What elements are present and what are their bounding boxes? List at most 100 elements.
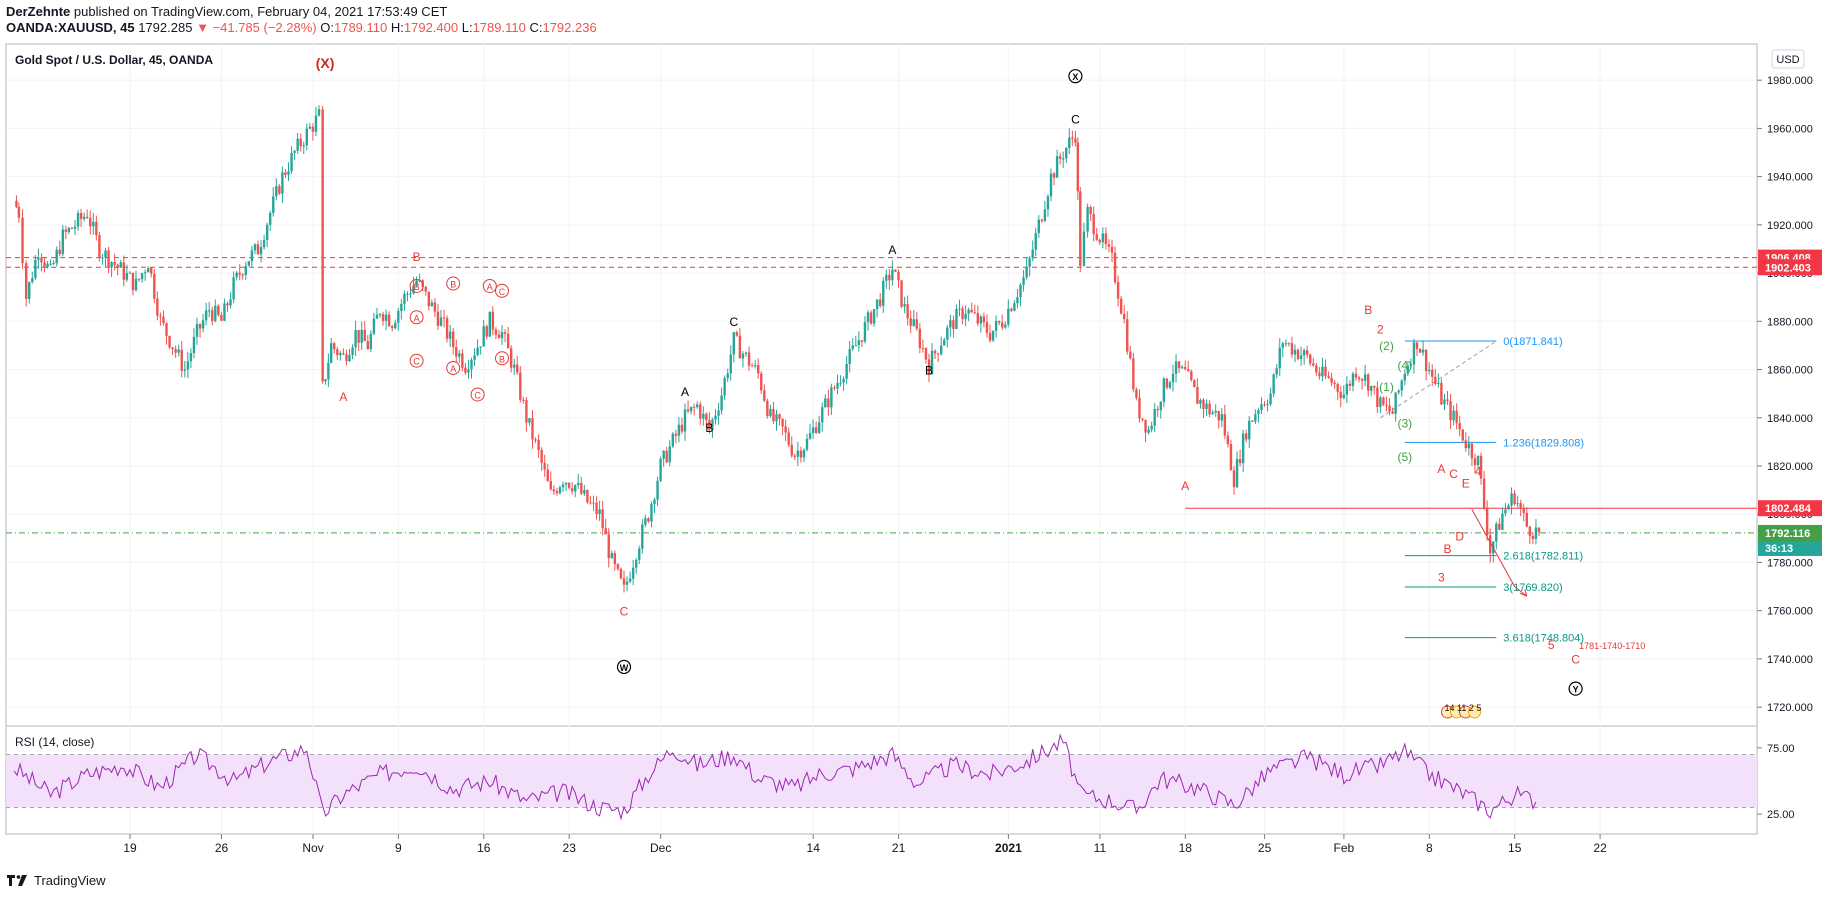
candle (363, 329, 366, 342)
candle (192, 336, 196, 354)
candle (1403, 373, 1406, 381)
wave-label: B (1443, 542, 1451, 556)
candle (1455, 410, 1458, 424)
candle (589, 502, 592, 504)
candle (40, 257, 43, 263)
candle (214, 305, 217, 321)
candle (1190, 371, 1193, 380)
chart-header: DerZehnte published on TradingView.com, … (6, 4, 597, 36)
candle (580, 482, 583, 494)
candle (811, 427, 815, 434)
candle (741, 353, 745, 359)
candle (769, 408, 772, 417)
candle (89, 217, 92, 227)
sub-wave-label: B (450, 280, 456, 290)
candle (168, 336, 171, 348)
candle (204, 310, 208, 321)
candle (903, 304, 906, 307)
candle (1062, 158, 1065, 160)
candle (851, 345, 854, 350)
author-name[interactable]: DerZehnte (6, 4, 71, 19)
candle (665, 450, 668, 463)
x-tick-label: 23 (563, 841, 577, 855)
y-tick-label: 1860.000 (1767, 365, 1813, 377)
candle (1187, 369, 1190, 372)
candle (366, 341, 369, 350)
candle (1476, 455, 1480, 466)
candle (1049, 173, 1053, 197)
candle (1150, 425, 1153, 430)
candle (150, 268, 153, 274)
wave-label: 2 (1377, 322, 1384, 336)
candle (982, 316, 986, 323)
candle (1229, 444, 1233, 471)
candle (726, 373, 729, 379)
candle (101, 257, 104, 259)
wave-circle (616, 659, 632, 675)
brand-name[interactable]: TradingView (34, 872, 106, 888)
candle (793, 455, 796, 457)
candle (162, 316, 165, 324)
candle (1034, 233, 1037, 250)
candle (1043, 209, 1047, 221)
candle (753, 364, 757, 367)
candle (467, 369, 470, 373)
candle (946, 327, 949, 340)
candle (314, 115, 318, 132)
price-badge-label: 1902.403 (1765, 262, 1811, 274)
candle (1135, 389, 1138, 398)
candle (528, 418, 531, 423)
candle (442, 317, 446, 319)
candle (1028, 258, 1031, 267)
x-tick-label: 9 (395, 841, 402, 855)
candle (1116, 282, 1120, 299)
chart-canvas[interactable]: 0(1871.841) 1.236(1829.808) 2.618(1782.811… (0, 0, 1830, 870)
candle (1391, 411, 1394, 414)
wave-label: A (888, 243, 896, 257)
sub-wave-label: A (487, 282, 493, 292)
candle (1473, 458, 1477, 466)
y-tick-label: 1960.000 (1767, 123, 1813, 135)
candle (247, 261, 251, 266)
candle (348, 354, 351, 362)
low-value: 1789.110 (472, 20, 526, 35)
time-axis[interactable]: 19 26 Nov 9 16 23 Dec 14 21 2021 11 18 25 Feb 8 15 22 (123, 834, 1607, 855)
candle (836, 383, 839, 389)
candle (1193, 379, 1196, 388)
candle (564, 482, 568, 485)
candle (1263, 404, 1266, 406)
candle (601, 509, 604, 529)
candle (436, 311, 440, 326)
candle (381, 314, 385, 321)
candle (1068, 137, 1071, 148)
candle (757, 364, 760, 374)
candle (1272, 374, 1275, 394)
candle (1373, 385, 1376, 388)
candle (1226, 435, 1230, 445)
candle (1513, 493, 1516, 505)
candle (1082, 231, 1086, 266)
sub-wave-label: C (413, 357, 420, 367)
candle (555, 491, 559, 494)
wave-label: B (413, 250, 421, 264)
candle (827, 398, 830, 408)
candle (1180, 367, 1184, 369)
wave-label: C (729, 315, 738, 329)
candle (1110, 246, 1114, 253)
candle (1501, 513, 1504, 530)
candle (177, 349, 180, 353)
candle (1171, 373, 1175, 383)
price-change: ▼ −41.785 (−2.28%) (196, 20, 317, 35)
candle (958, 308, 961, 310)
candle (1370, 385, 1373, 391)
currency-button[interactable]: USD (1771, 49, 1805, 69)
candle (622, 578, 626, 585)
rsi-y-tick-label: 25.00 (1767, 809, 1795, 821)
sub-wave-circle (409, 353, 424, 368)
candle (1138, 397, 1141, 419)
candle (1071, 137, 1074, 139)
candle (991, 330, 995, 341)
price-axis[interactable]: 1720.0001740.0001760.0001780.0001800.000… (1757, 75, 1822, 821)
wave-label: 4 (1475, 465, 1482, 479)
sub-wave-label: A (414, 313, 420, 323)
